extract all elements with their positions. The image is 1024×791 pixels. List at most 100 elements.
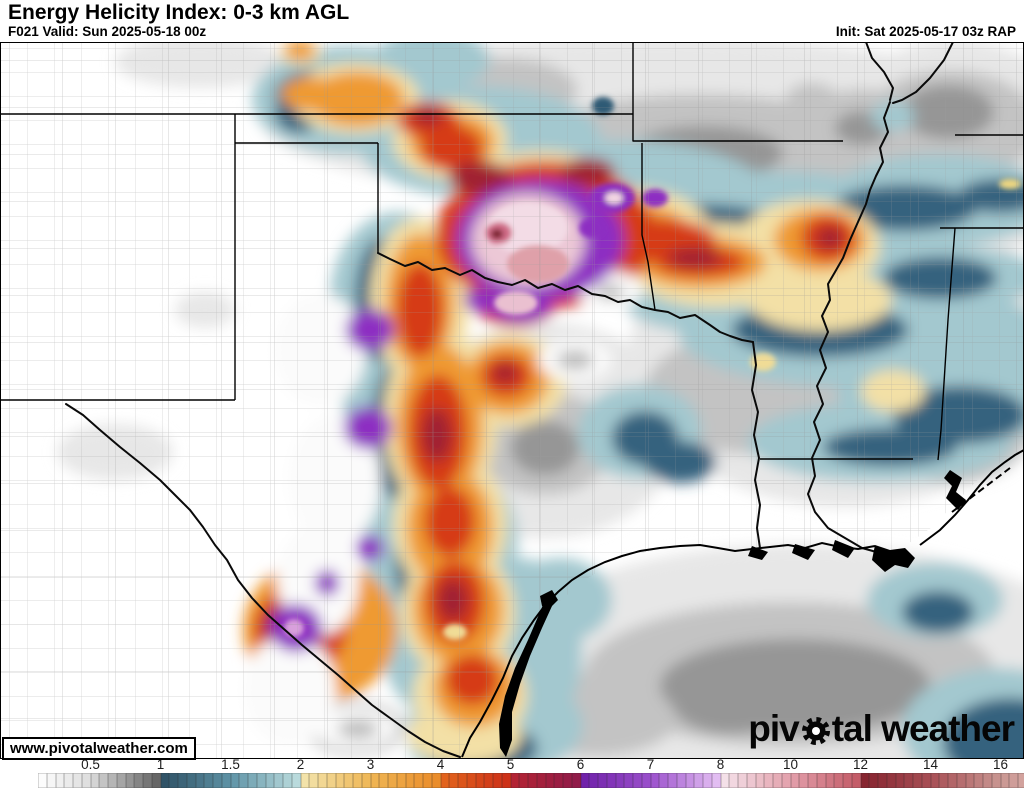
header: Energy Helicity Index: 0-3 km AGL F021 V… [0,0,1024,42]
colorbar-cell [291,773,301,788]
colorbar-cell [930,773,940,788]
ehi-map-svg [0,30,1024,791]
colorbar-cell [536,773,546,788]
colorbar-tick-label: 16 [992,757,1009,772]
watermark-url-box: www.pivotalweather.com [2,737,196,760]
colorbar [0,773,1024,788]
colorbar-cell [720,773,730,788]
colorbar-cell [449,773,458,788]
colorbar-cell [309,773,318,788]
colorbar-cell [405,773,415,788]
colorbar-cell [519,773,528,788]
colorbar-cell [466,773,476,788]
colorbar-cell [423,773,432,788]
logo-text-pre: piv [748,708,799,749]
rio-grande [65,403,461,758]
logo-text-post: tal weather [831,708,1015,749]
colorbar-tick-label: 8 [716,757,725,772]
colorbar-cell [396,773,406,788]
colorbar-cell [116,773,126,788]
colorbar-cell [283,773,292,788]
colorbar-cell [956,773,966,788]
colorbar-cell [169,773,178,788]
colorbar-cell [755,773,765,788]
colorbar-cell [73,773,82,788]
colorbar-tick-label: 14 [922,757,939,772]
colorbar-cell [624,773,633,788]
colorbar-cell [195,773,205,788]
colorbar-cell [99,773,108,788]
colorbar-cell [816,773,826,788]
colorbar-tick-label: 1.5 [221,757,240,772]
colorbar-cell [361,773,371,788]
colorbar-cell [790,773,800,788]
colorbar-cell [983,773,992,788]
colorbar-cell [1000,773,1010,788]
colorbar-cell [781,773,791,788]
colorbar-cell [213,773,222,788]
colorbar-cell [948,773,957,788]
colorbar-cell [38,773,47,788]
colorbar-cell [825,773,835,788]
colorbar-tick-label: 5 [506,757,515,772]
colorbar-cell [711,773,721,788]
colorbar-cell [501,773,511,788]
colorbar-cell [860,773,870,788]
colorbar-cell [843,773,852,788]
colorbar-cell [55,773,65,788]
colorbar-cell [379,773,388,788]
colorbar-cell [921,773,931,788]
colorbar-cell [353,773,362,788]
colorbar-cell [440,773,450,788]
colorbar-cell [221,773,231,788]
colorbar-cell [991,773,1001,788]
colorbar-tick-label: 4 [436,757,445,772]
colorbar-cell [554,773,563,788]
sabine-border [751,341,761,549]
colorbar-cell [300,773,310,788]
mississippi-river [807,101,891,554]
colorbar-cell [239,773,248,788]
colorbar-cell [186,773,196,788]
colorbar-cell [335,773,345,788]
colorbar-cell [808,773,817,788]
colorbar-cell [134,773,143,788]
model-init-label: Init: Sat 2025-05-17 03z RAP [835,24,1016,39]
colorbar-tick-label: 7 [646,757,655,772]
colorbar-cell [851,773,861,788]
colorbar-cell [1018,773,1024,788]
colorbar-cell [108,773,117,788]
forecast-valid-label: F021 Valid: Sun 2025-05-18 00z [8,24,207,39]
colorbar-cell [773,773,782,788]
colorbar-cell [799,773,808,788]
colorbar-cell [965,773,975,788]
colorbar-cell [703,773,712,788]
colorbar-cell [598,773,607,788]
colorbar-cell [571,773,581,788]
colorbar-cell [764,773,773,788]
colorbar-cell [878,773,887,788]
colorbar-cell [729,773,738,788]
page-title: Energy Helicity Index: 0-3 km AGL [8,1,350,24]
river-borders [65,41,954,758]
colorbar-cell [388,773,397,788]
colorbar-cell [125,773,135,788]
colorbar-cell [90,773,100,788]
red-river [377,252,754,343]
colorbar-tick-label: 12 [852,757,869,772]
colorbar-cell [886,773,896,788]
colorbar-tick-label: 3 [366,757,375,772]
colorbar-cell [143,773,152,788]
colorbar-cell [738,773,747,788]
colorbar-cell [1009,773,1018,788]
colorbar-cell [458,773,467,788]
colorbar-cell [641,773,651,788]
colorbar-cell [606,773,616,788]
colorbar-tick-labels: 0.5 1 1.5 2 3 4 5 6 7 8 10 12 14 16 [0,757,1024,772]
colorbar-cell [344,773,353,788]
colorbar-cell [528,773,537,788]
colorbar-cell [64,773,73,788]
colorbar-cell [939,773,948,788]
colorbar-cell [904,773,913,788]
